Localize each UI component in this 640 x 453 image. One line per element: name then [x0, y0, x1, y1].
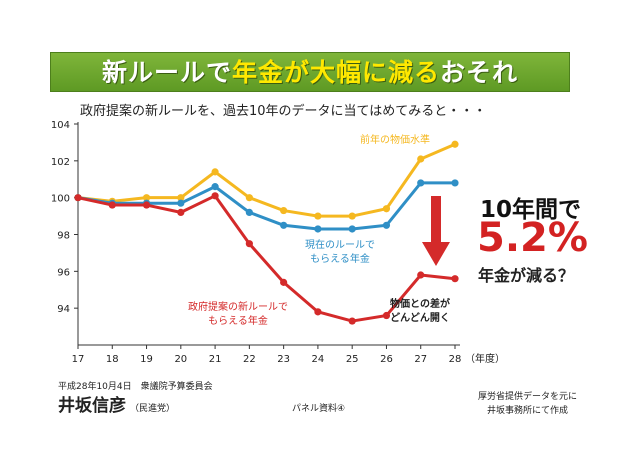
series-line-0	[77, 142, 456, 218]
y-tick-label: 94	[57, 304, 70, 315]
title-part-2: 年金が大幅に減る	[231, 57, 440, 87]
series-0-point	[451, 140, 459, 148]
series-2-point	[142, 201, 151, 209]
x-tick-label: 20	[174, 354, 187, 365]
series-label-1: もらえる年金	[310, 252, 370, 265]
annotation-text: 物価との差が	[390, 297, 451, 310]
x-tick-label: 22	[243, 354, 256, 365]
x-tick-label: 28	[449, 354, 462, 365]
x-tick-label: 24	[312, 354, 325, 365]
series-1-point	[177, 199, 185, 207]
series-2-point	[417, 271, 425, 279]
series-1-point	[348, 225, 356, 233]
x-axis-unit: （年度）	[465, 352, 505, 365]
x-tick-label: 25	[346, 354, 359, 365]
series-1-point	[245, 208, 253, 216]
footer-source-line-2: 井坂事務所にて作成	[487, 406, 569, 416]
series-2-point	[245, 240, 253, 248]
series-2-point	[211, 192, 219, 200]
series-1-point	[451, 179, 459, 187]
callout-line-3: 年金が減る？	[478, 266, 575, 285]
series-0-point	[417, 155, 425, 163]
callout-percent: 5.2%	[477, 215, 588, 261]
series-2-point	[348, 317, 356, 325]
series-0-point	[382, 205, 391, 213]
title-part-3: おそれ	[440, 57, 519, 87]
footer-party: （民進党）	[130, 404, 176, 414]
title-banner: 新ルールで 年金が大幅に減る おそれ	[50, 52, 570, 92]
series-0-point	[142, 194, 151, 202]
x-tick-label: 26	[380, 354, 393, 365]
down-arrow-icon	[422, 242, 450, 266]
series-1-point	[211, 183, 219, 191]
series-2-point	[382, 311, 391, 320]
series-label-1: 現在のルールで	[305, 239, 375, 251]
x-tick-label: 19	[140, 354, 153, 365]
series-line-1	[77, 181, 455, 231]
footer-name: 井坂信彦	[58, 396, 126, 416]
footer-source: 厚労省提供データを元に 井坂事務所にて作成	[478, 390, 577, 418]
title-part-1: 新ルールで	[101, 57, 232, 87]
y-tick-label: 96	[57, 267, 70, 278]
series-1-point	[314, 225, 322, 233]
series-1-point	[280, 221, 288, 229]
series-2-point	[280, 278, 288, 286]
footer-date: 平成28年10月4日 衆議院予算委員会	[58, 382, 213, 392]
series-2-point	[451, 275, 459, 283]
series-0-point	[177, 194, 185, 202]
arrow-shaft	[431, 196, 441, 244]
x-tick-label: 17	[72, 354, 85, 365]
series-0-point	[280, 206, 288, 215]
series-0-point	[245, 194, 253, 202]
y-tick-label: 102	[51, 157, 70, 168]
x-tick-label: 27	[414, 354, 427, 365]
series-1-point	[382, 221, 391, 229]
y-tick-label: 100	[51, 194, 70, 205]
footer-source-line-1: 厚労省提供データを元に	[478, 392, 578, 402]
y-tick-label: 104	[51, 120, 70, 131]
series-label-2: 政府提案の新ルールで	[188, 300, 288, 313]
series-2-point	[74, 194, 82, 202]
y-tick-label: 98	[57, 231, 70, 242]
series-0-point	[314, 212, 322, 220]
series-label-0: 前年の物価水準	[360, 133, 430, 146]
subtitle: 政府提案の新ルールを、過去10年のデータに当てはめてみると・・・	[80, 104, 487, 119]
series-2-point	[108, 201, 116, 209]
x-tick-label: 23	[277, 354, 290, 365]
x-tick-label: 21	[209, 354, 222, 365]
series-0-point	[348, 212, 356, 220]
annotation-text: どんどん開く	[390, 311, 450, 324]
x-tick-label: 18	[106, 354, 119, 365]
series-1-point	[417, 179, 425, 187]
series-2-point	[314, 308, 322, 316]
footer-panel-label: パネル資料④	[292, 404, 346, 414]
callout-line-1: 10年間で	[480, 197, 582, 223]
footer-name-block: 井坂信彦 （民進党）	[58, 391, 175, 416]
series-label-2: もらえる年金	[208, 314, 268, 327]
series-2-point	[177, 208, 185, 216]
series-0-point	[211, 168, 219, 176]
series-line-2	[77, 194, 456, 323]
